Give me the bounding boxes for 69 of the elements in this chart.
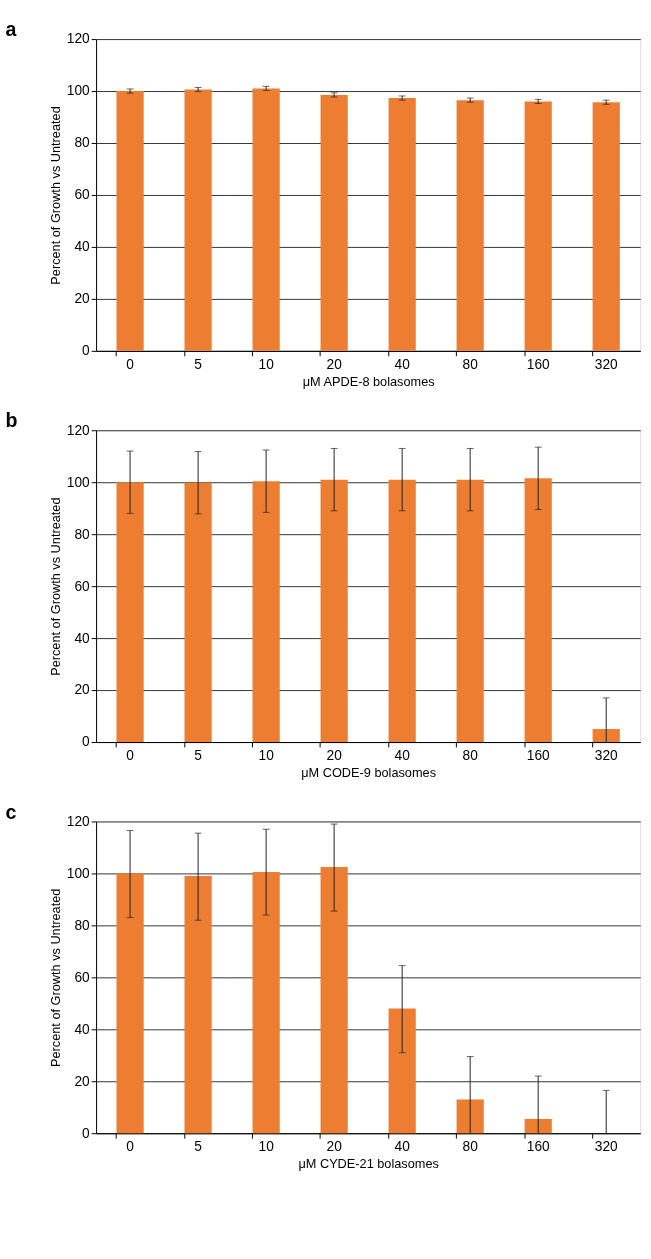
y-tick-label: 100 — [66, 865, 91, 881]
x-tick-label: 10 — [258, 356, 275, 372]
y-tick-label: 40 — [74, 630, 91, 646]
bar — [592, 729, 620, 743]
x-tick-label: 80 — [462, 356, 479, 372]
chart-title: a — [5, 18, 18, 41]
y-tick-label: 20 — [74, 682, 91, 698]
y-tick-label: 80 — [74, 917, 91, 933]
y-tick-label: 100 — [66, 83, 91, 99]
y-tick-label: 40 — [74, 1021, 91, 1037]
x-tick-label: 0 — [126, 1139, 135, 1155]
y-tick-label: 120 — [66, 31, 91, 47]
bar — [116, 873, 144, 1134]
x-tick-label: 20 — [326, 356, 343, 372]
bar — [524, 1118, 552, 1134]
y-tick-label: 60 — [74, 578, 91, 594]
bar — [184, 876, 212, 1134]
y-tick-label: 0 — [82, 734, 91, 750]
y-tick-label: 120 — [66, 813, 91, 829]
x-tick-label: 40 — [394, 748, 411, 764]
x-tick-label: 160 — [526, 1139, 550, 1155]
bar — [320, 866, 348, 1134]
x-tick-label: 40 — [394, 1139, 411, 1155]
y-tick-label: 80 — [74, 135, 91, 151]
bar — [320, 479, 348, 743]
y-tick-label: 80 — [74, 526, 91, 542]
y-axis-title: Percent of Growth vs Untreated — [47, 888, 63, 1068]
bar — [456, 479, 484, 743]
x-tick-label: 5 — [194, 748, 203, 764]
x-tick-label: 0 — [126, 748, 135, 764]
x-tick-label: 320 — [594, 748, 619, 764]
x-tick-label: 5 — [194, 1139, 203, 1155]
x-tick-label: 80 — [462, 1139, 479, 1155]
x-tick-label: 10 — [258, 1139, 275, 1155]
x-tick-label: 5 — [194, 356, 203, 372]
x-tick-label: 0 — [126, 356, 135, 372]
x-tick-label: 10 — [258, 748, 275, 764]
y-axis-title: Percent of Growth vs Untreated — [47, 106, 63, 285]
x-tick-label: 20 — [326, 748, 343, 764]
bar — [388, 1008, 416, 1134]
bar — [252, 872, 280, 1134]
chart-title: c — [5, 800, 17, 823]
y-axis-title: Percent of Growth vs Untreated — [47, 497, 63, 676]
bar — [184, 482, 212, 743]
x-tick-label: 160 — [526, 748, 550, 764]
y-tick-label: 120 — [66, 422, 91, 438]
y-tick-label: 0 — [82, 1125, 91, 1141]
x-tick-label: 80 — [462, 748, 479, 764]
y-tick-label: 60 — [74, 969, 91, 985]
y-tick-label: 100 — [66, 474, 91, 490]
x-tick-label: 320 — [594, 1139, 619, 1155]
x-axis-title: μM APDE-8 bolasomes — [302, 373, 435, 389]
bar — [252, 481, 280, 743]
bar — [116, 482, 144, 743]
y-tick-label: 20 — [74, 1073, 91, 1089]
y-tick-label: 60 — [74, 187, 91, 203]
x-tick-label: 40 — [394, 356, 411, 372]
x-tick-label: 320 — [594, 356, 619, 372]
bar — [524, 478, 552, 743]
bar — [456, 1099, 484, 1134]
x-tick-label: 160 — [526, 356, 550, 372]
y-tick-label: 0 — [82, 343, 91, 359]
chart-title: b — [5, 409, 18, 432]
y-tick-label: 20 — [74, 291, 91, 307]
x-tick-label: 20 — [326, 1139, 343, 1155]
y-tick-label: 40 — [74, 239, 91, 255]
x-axis-title: μM CYDE-21 bolasomes — [298, 1156, 439, 1172]
bar — [388, 479, 416, 743]
x-axis-title: μM CODE-9 bolasomes — [301, 764, 436, 780]
